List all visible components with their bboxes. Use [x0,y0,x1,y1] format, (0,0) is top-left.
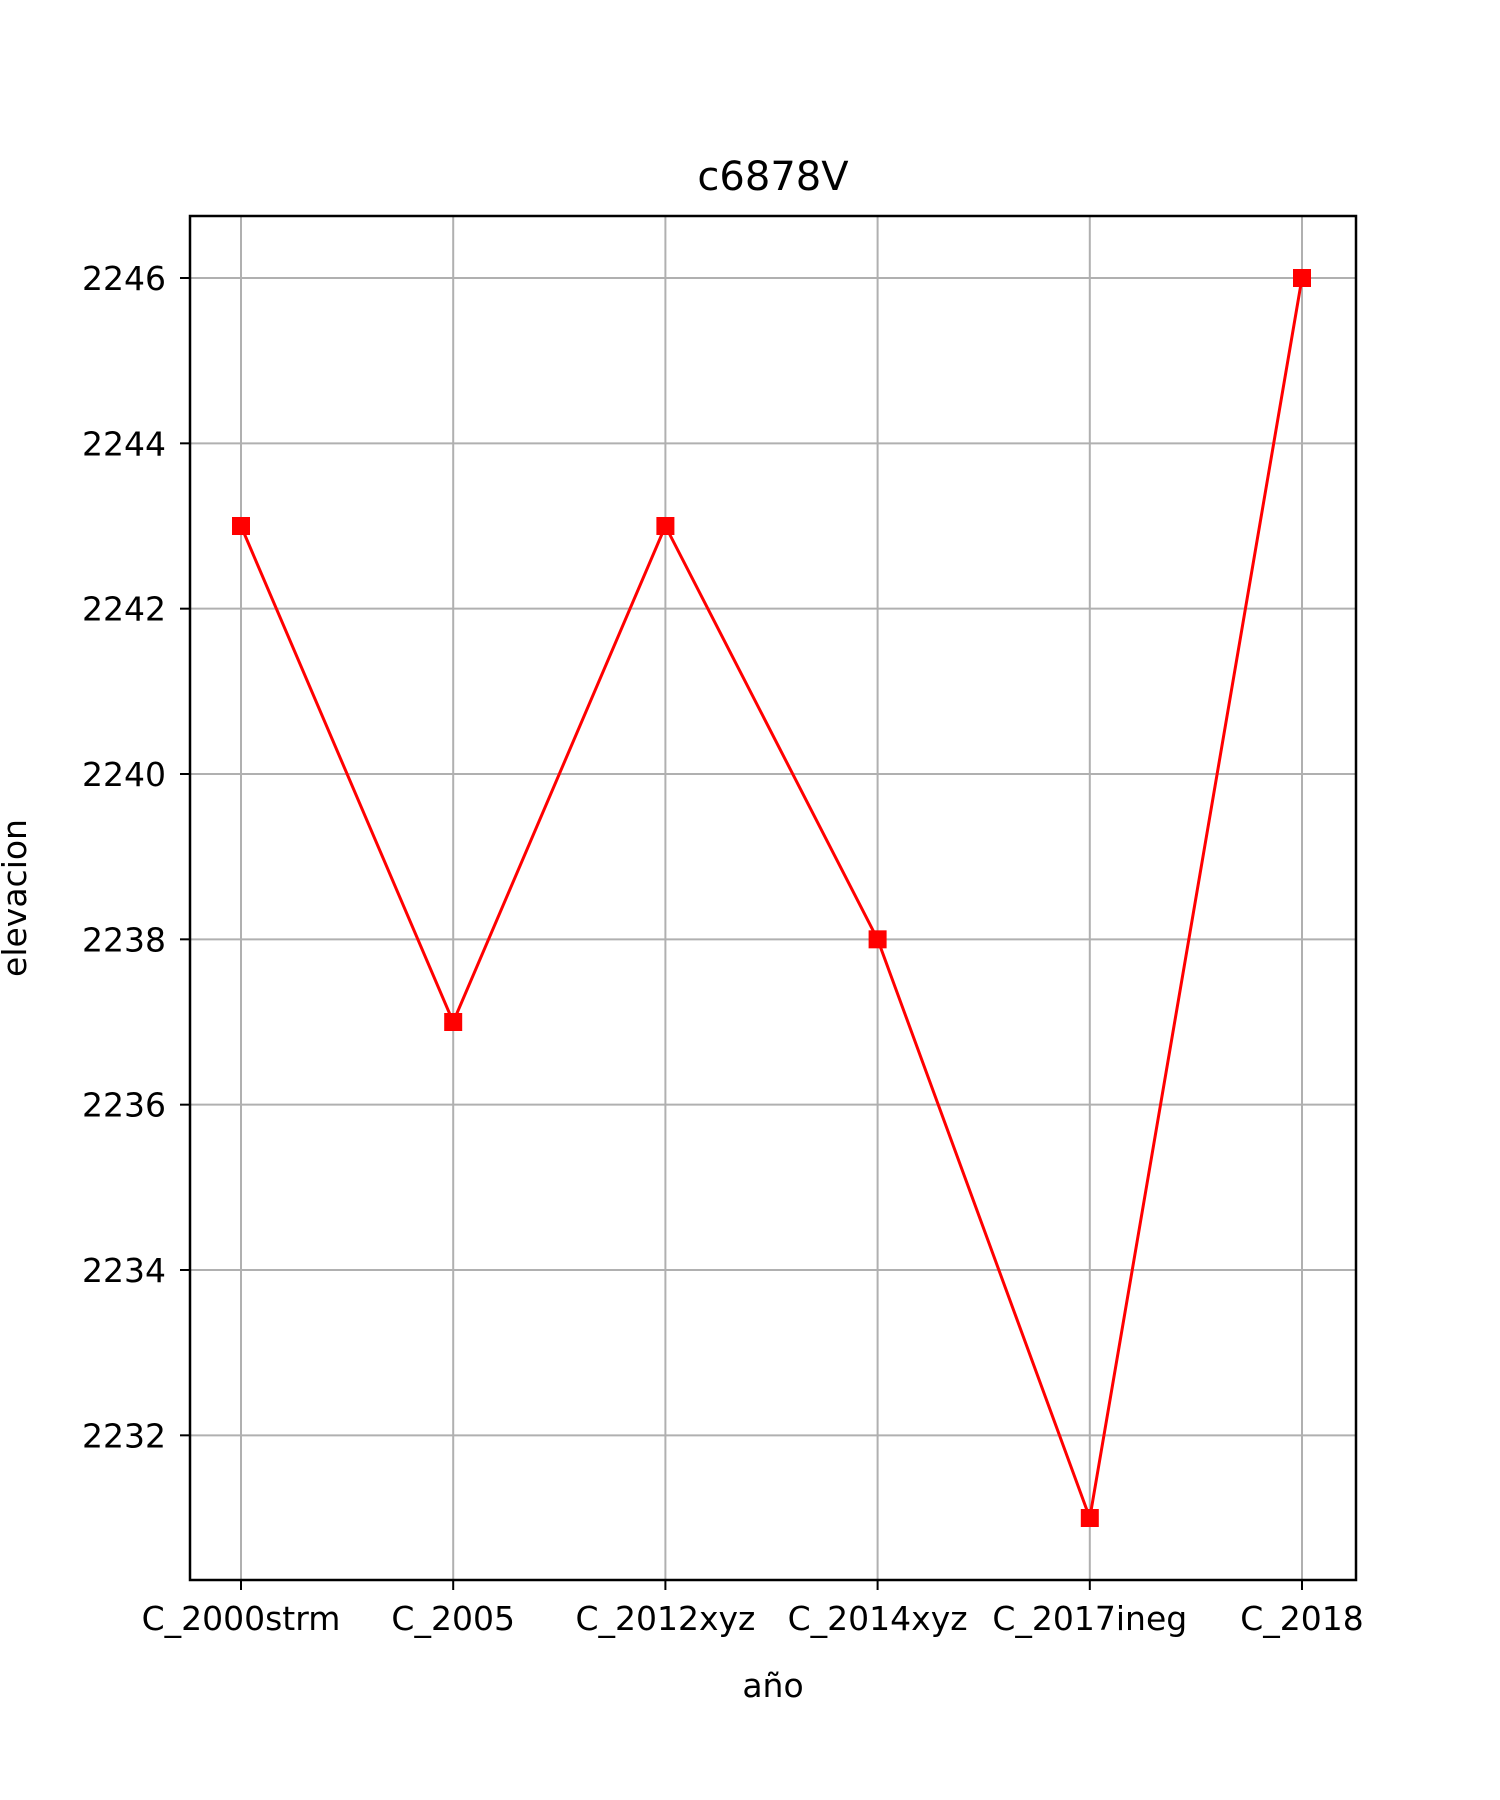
chart-title: c6878V [697,154,849,200]
x-tick-label: C_2005 [391,1599,515,1638]
y-tick-label: 2234 [82,1251,166,1290]
data-point-marker [1293,269,1311,287]
data-point-marker [868,930,887,949]
x-tick-label: C_2014xyz [788,1599,968,1638]
y-tick-label: 2244 [82,424,166,463]
x-tick-label: C_2012xyz [575,1599,755,1638]
data-point-marker [444,1013,463,1031]
series-polyline [239,277,1304,1524]
y-tick-label: 2242 [82,590,166,629]
y-tick-label: 2232 [82,1416,166,1455]
plot-frame [188,214,1358,1582]
data-point-marker [232,517,250,535]
y-tick-label: 2236 [82,1086,166,1125]
y-tick-label: 2240 [82,755,166,794]
series-line [232,269,1311,1527]
x-tick-label: C_2017ineg [992,1599,1187,1638]
data-point-marker [1080,1509,1099,1527]
data-point-marker [656,517,675,535]
x-axis-label: año [742,1666,803,1705]
axis-ticks: C_2000strm C_2005 C_2012xyz C_2014xyz C_2017… [82,259,1364,1638]
grid-lines [190,216,1356,1580]
y-tick-label: 2238 [82,920,166,959]
y-tick-label: 2246 [82,259,166,298]
y-axis-label: elevacion [0,819,34,977]
x-tick-label: C_2000strm [142,1599,341,1638]
x-tick-label: C_2018 [1240,1599,1364,1638]
